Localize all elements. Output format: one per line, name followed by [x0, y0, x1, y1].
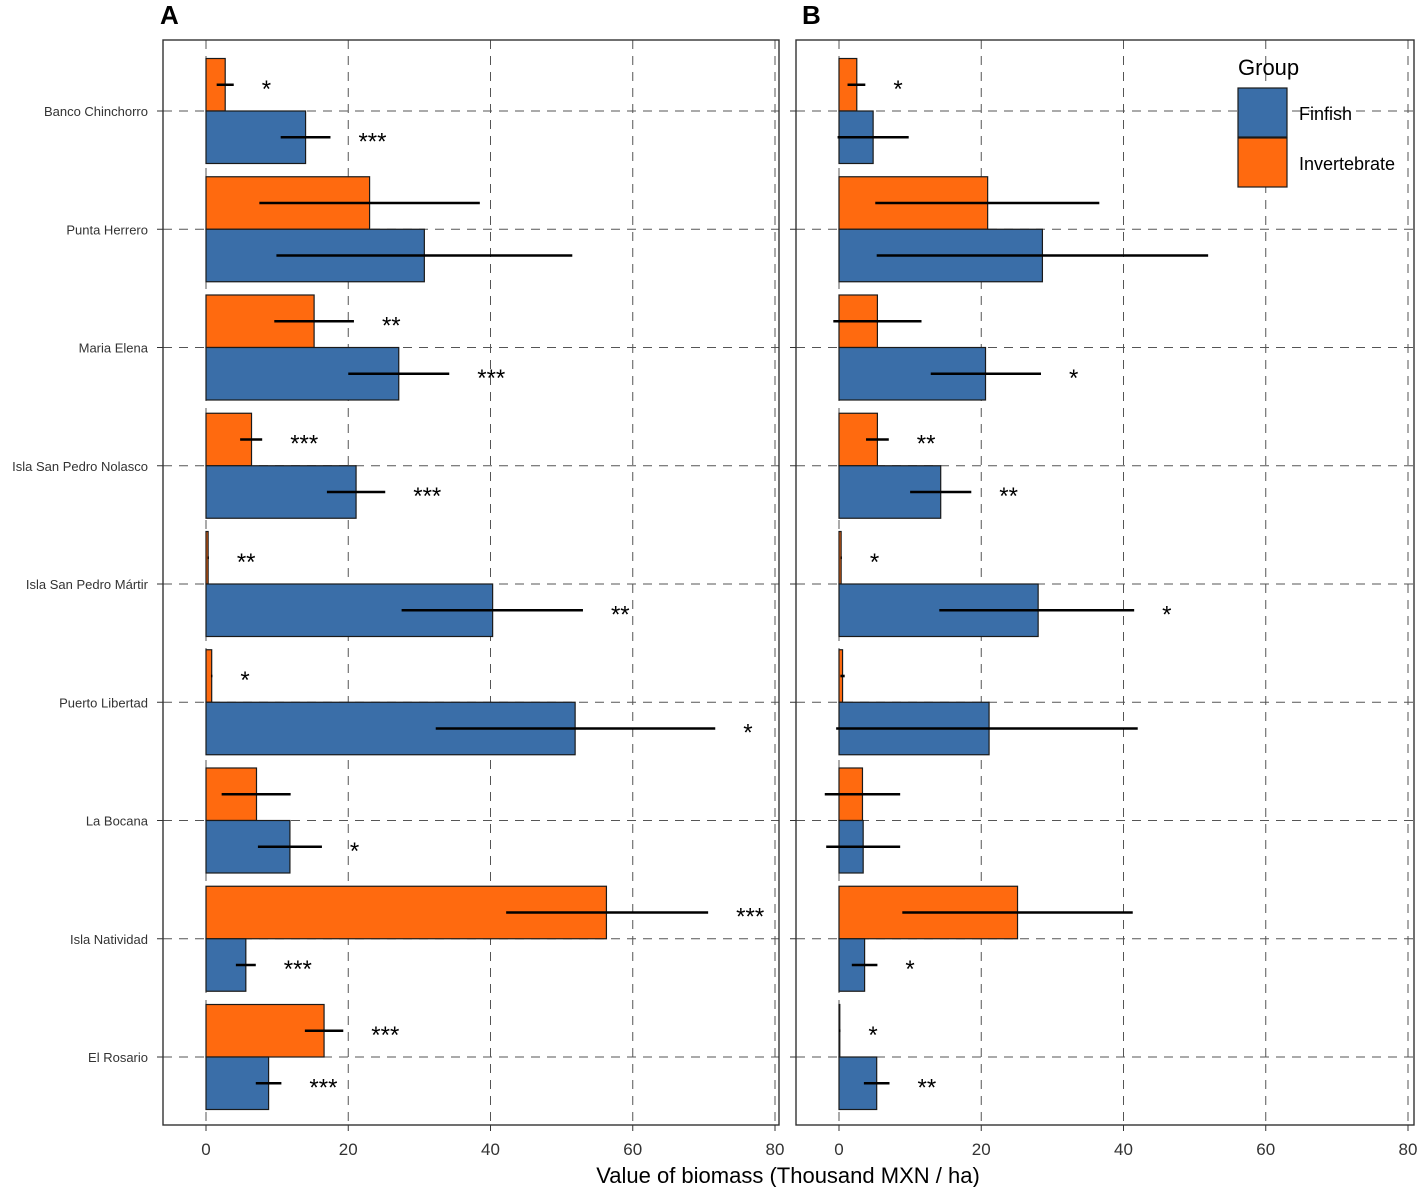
category-label: Maria Elena	[79, 341, 149, 356]
panel-a-label: A	[160, 0, 179, 30]
a-significance-label: ***	[736, 904, 764, 931]
a-significance-label: ***	[290, 431, 318, 458]
category-label: Banco Chinchorro	[44, 104, 148, 119]
a-xtick-label: 40	[481, 1140, 500, 1159]
b-xtick-label: 80	[1399, 1140, 1417, 1159]
a-significance-label: **	[237, 549, 256, 576]
panel-a: 0 20 40 60 80 Banco Chinchorro Punta Herrero Ma…	[12, 39, 785, 1159]
a-xtick-label: 80	[766, 1140, 785, 1159]
category-label: La Bocana	[86, 814, 149, 829]
panel-b: 0 20 40 60 80************	[790, 39, 1417, 1159]
b-significance-label: *	[1069, 365, 1078, 392]
a-significance-label: ***	[358, 128, 386, 155]
a-significance-label: ***	[371, 1022, 399, 1049]
a-significance-label: **	[382, 312, 401, 339]
b-significance-label: *	[905, 956, 914, 983]
a-significance-label: ***	[284, 956, 312, 983]
a-significance-label: ***	[477, 365, 505, 392]
a-xtick-label: 0	[201, 1140, 210, 1159]
category-label: Puerto Libertad	[59, 695, 148, 710]
category-label: Punta Herrero	[66, 222, 148, 237]
legend-finfish-label: Finfish	[1299, 104, 1352, 124]
panel-b-label: B	[802, 0, 821, 30]
b-significance-label: **	[917, 1074, 936, 1101]
b-significance-label: *	[1162, 601, 1171, 628]
a-significance-label: ***	[309, 1074, 337, 1101]
category-label: Isla San Pedro Nolasco	[12, 459, 148, 474]
x-axis-title: Value of biomass (Thousand MXN / ha)	[596, 1163, 980, 1187]
legend-invertebrate-swatch	[1237, 137, 1288, 188]
legend-finfish-swatch	[1237, 87, 1288, 138]
b-significance-label: *	[870, 549, 879, 576]
b-xtick-label: 40	[1114, 1140, 1133, 1159]
a-xtick-label: 20	[339, 1140, 358, 1159]
a-significance-label: *	[262, 76, 271, 103]
b-significance-label: *	[893, 76, 902, 103]
legend-title: Group	[1238, 55, 1299, 80]
b-panel-border	[795, 39, 1415, 1126]
b-xtick-label: 20	[972, 1140, 991, 1159]
a-xtick-label: 60	[623, 1140, 642, 1159]
a-bar-finfish	[205, 1056, 270, 1111]
a-significance-label: *	[240, 667, 249, 694]
legend: Group Finfish Invertebrate	[1237, 55, 1395, 188]
b-significance-label: **	[917, 431, 936, 458]
a-significance-label: ***	[413, 483, 441, 510]
a-panel-border	[162, 39, 780, 1126]
b-significance-label: *	[868, 1022, 877, 1049]
b-significance-label: **	[999, 483, 1018, 510]
legend-invertebrate-label: Invertebrate	[1299, 154, 1395, 174]
category-label: Isla Natividad	[70, 932, 148, 947]
b-bar-invertebrate	[838, 412, 879, 467]
a-significance-label: *	[743, 720, 752, 747]
a-significance-label: *	[350, 838, 359, 865]
a-bar-invertebrate	[205, 649, 213, 703]
a-bar-invertebrate	[205, 1003, 325, 1058]
a-significance-label: **	[611, 601, 630, 628]
category-label: El Rosario	[88, 1050, 148, 1065]
b-xtick-label: 60	[1256, 1140, 1275, 1159]
b-xtick-label: 0	[834, 1140, 843, 1159]
category-label: Isla San Pedro Mártir	[26, 577, 149, 592]
